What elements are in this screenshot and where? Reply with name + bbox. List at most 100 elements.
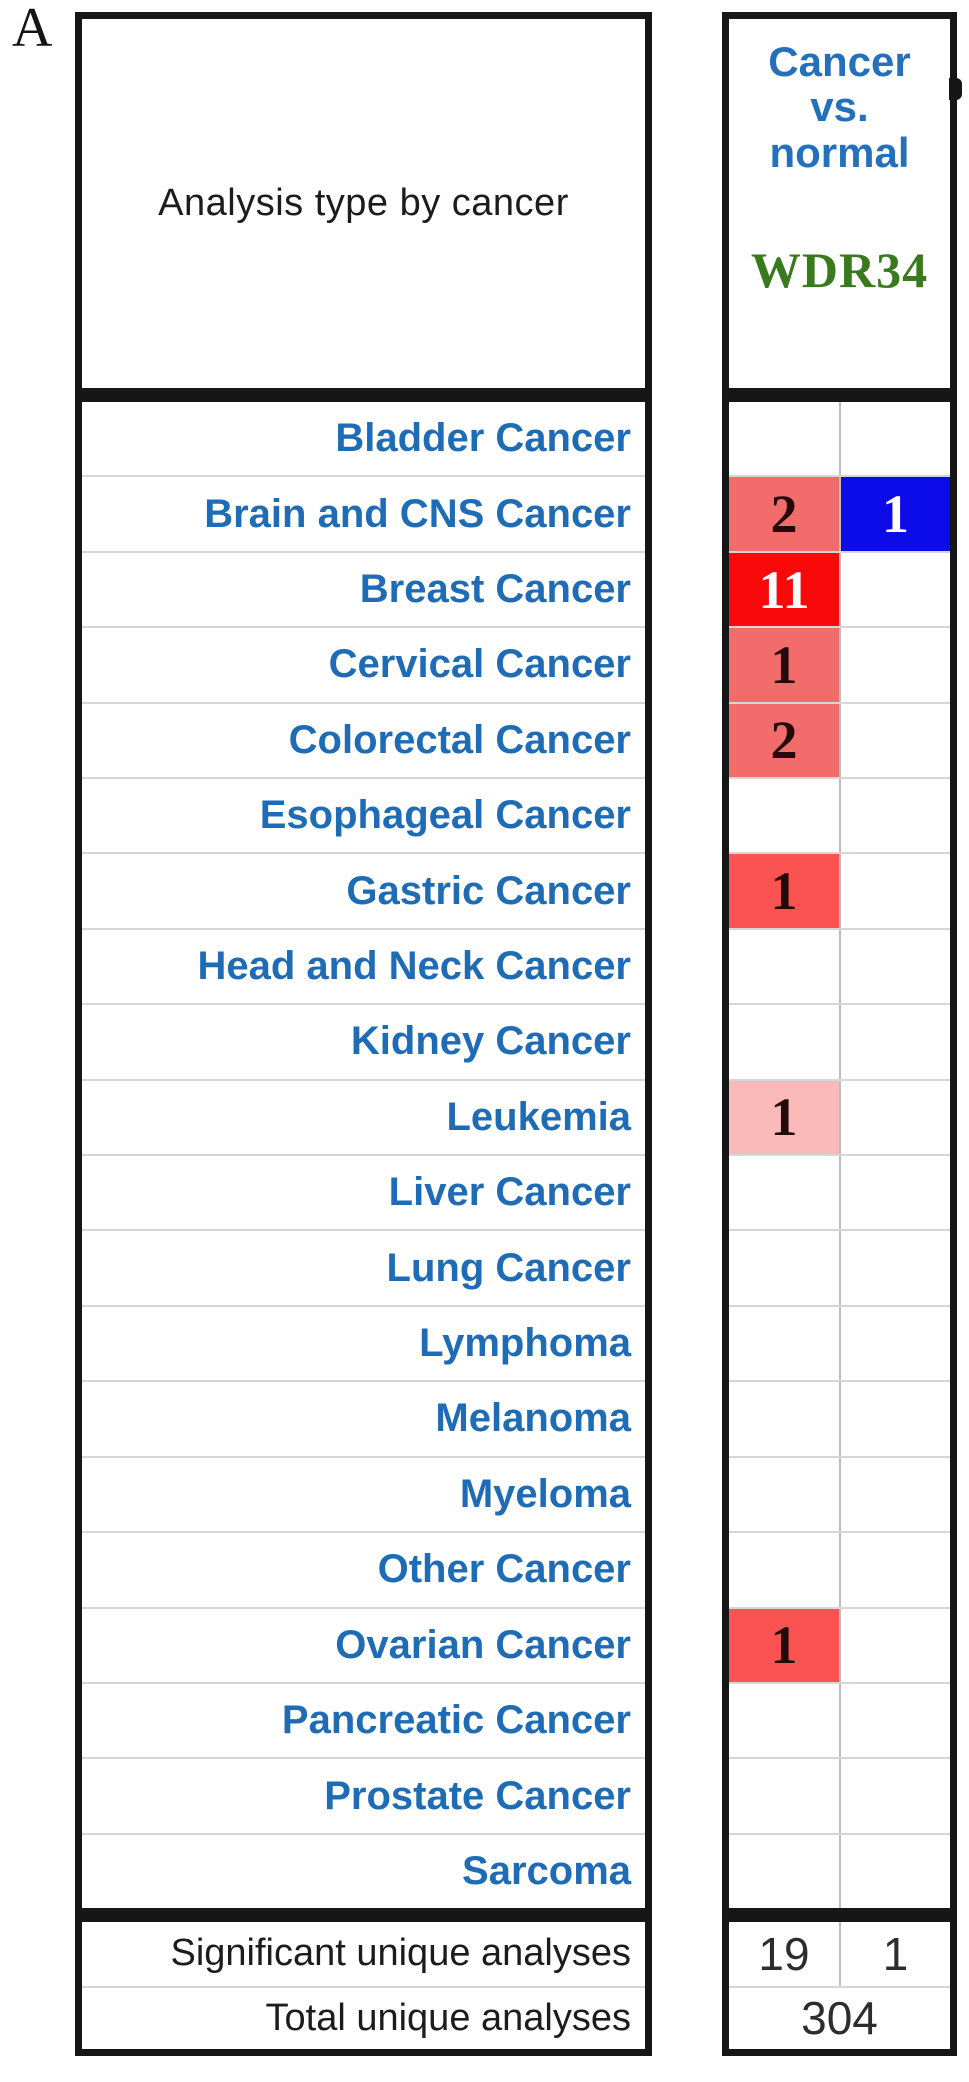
underexpression-cell <box>839 402 950 476</box>
significant-counts-row: 19 1 <box>729 1922 950 1986</box>
underexpression-cell <box>839 929 950 1004</box>
underexpression-cell <box>839 1080 950 1155</box>
cancer-type-label: Pancreatic Cancer <box>281 1698 631 1743</box>
underexpression-cell <box>839 703 950 778</box>
underexpression-cell <box>839 1834 950 1909</box>
overexpression-cell <box>729 1005 839 1078</box>
cancer-type-row: Lymphoma <box>82 1304 645 1380</box>
overexpression-cell: 1 <box>729 854 839 928</box>
cancer-type-label: Lymphoma <box>419 1321 631 1366</box>
summary-labels-box: Significant unique analyses Total unique… <box>75 1915 652 2056</box>
underexpression-cell <box>839 1608 950 1682</box>
significant-down-count: 1 <box>882 1927 909 1980</box>
cancer-type-row: Melanoma <box>82 1380 645 1455</box>
heatmap-row: 1 <box>729 626 950 702</box>
underexpression-cell <box>839 1759 950 1833</box>
cancer-type-row: Breast Cancer <box>82 550 645 626</box>
cancer-type-label: Melanoma <box>435 1396 631 1441</box>
cancer-type-row: Pancreatic Cancer <box>82 1681 645 1757</box>
heatmap-row <box>729 927 950 1004</box>
overexpression-cell <box>729 1684 839 1757</box>
cancer-type-row: Cervical Cancer <box>82 626 645 701</box>
overexpression-cell: 11 <box>729 552 839 627</box>
underexpression-cell <box>839 552 950 627</box>
overexpression-cell: 1 <box>729 628 839 702</box>
cancer-type-label: Colorectal Cancer <box>288 717 631 762</box>
cancer-type-label: Brain and CNS Cancer <box>204 491 631 536</box>
gene-name: WDR34 <box>750 242 929 299</box>
cancer-type-label: Sarcoma <box>462 1848 631 1893</box>
cancer-type-rows: Bladder Cancer Brain and CNS Cancer Breast… <box>82 402 645 1908</box>
heatmap-row: 1 <box>729 1606 950 1682</box>
underexpression-cell <box>839 1306 950 1381</box>
analysis-count: 1 <box>770 861 798 922</box>
overexpression-cell <box>729 779 839 852</box>
heatmap-row <box>729 1531 950 1607</box>
overexpression-cell <box>729 930 839 1003</box>
edge-artifact <box>949 78 962 100</box>
overexpression-cell: 1 <box>729 1608 839 1682</box>
cancer-type-row: Liver Cancer <box>82 1154 645 1229</box>
cancer-type-label: Prostate Cancer <box>324 1773 631 1818</box>
cancer-type-row: Bladder Cancer <box>82 402 645 475</box>
cancer-type-label: Other Cancer <box>377 1547 631 1592</box>
cancer-type-label: Ovarian Cancer <box>335 1622 631 1667</box>
total-analyses-row: Total unique analyses <box>82 1985 645 2050</box>
underexpression-cell <box>839 854 950 928</box>
overexpression-cell <box>729 1458 839 1531</box>
cancer-type-label: Kidney Cancer <box>350 1019 631 1064</box>
cancer-type-row: Esophageal Cancer <box>82 777 645 852</box>
underexpression-cell <box>839 1533 950 1607</box>
analysis-count: 11 <box>758 559 810 620</box>
cancer-type-label: Breast Cancer <box>359 567 631 612</box>
analysis-count: 2 <box>770 710 798 771</box>
underexpression-cell <box>839 1005 950 1079</box>
significant-analyses-label: Significant unique analyses <box>170 1932 631 1975</box>
significant-up-count: 19 <box>758 1927 810 1980</box>
cancer-type-row: Myeloma <box>82 1455 645 1531</box>
cancer-type-row: Prostate Cancer <box>82 1757 645 1832</box>
cancer-type-row: Kidney Cancer <box>82 1003 645 1078</box>
overexpression-cell <box>729 402 839 475</box>
cancer-type-row: Leukemia <box>82 1078 645 1154</box>
total-analyses-label: Total unique analyses <box>265 1996 631 2039</box>
heatmap-row <box>729 1380 950 1456</box>
cancer-type-label: Leukemia <box>446 1094 631 1139</box>
cancer-type-row: Gastric Cancer <box>82 852 645 927</box>
heatmap-row <box>729 777 950 853</box>
analysis-count: 1 <box>770 1087 798 1148</box>
cancer-type-row: Brain and CNS Cancer <box>82 475 645 550</box>
overexpression-cell: 1 <box>729 1080 839 1155</box>
heatmap-row: 1 <box>729 852 950 928</box>
heatmap-row <box>729 1455 950 1532</box>
cancer-type-label: Bladder Cancer <box>335 416 631 461</box>
cancer-type-row: Colorectal Cancer <box>82 701 645 777</box>
significant-up-cell: 19 <box>729 1922 839 1986</box>
cancer-type-row: Lung Cancer <box>82 1229 645 1304</box>
overexpression-cell <box>729 1835 839 1908</box>
analysis-count: 1 <box>770 634 798 695</box>
overexpression-cell <box>729 1231 839 1304</box>
underexpression-cell <box>839 1457 950 1532</box>
cancer-type-row: Ovarian Cancer <box>82 1606 645 1682</box>
panel-letter: A <box>12 0 53 59</box>
analysis-type-header-box: Analysis type by cancer <box>75 12 652 395</box>
overexpression-cell <box>729 1307 839 1380</box>
overexpression-cell <box>729 1533 839 1606</box>
analysis-type-title: Analysis type by cancer <box>158 182 569 224</box>
summary-values-box: 19 1 304 <box>722 1915 957 2056</box>
cancer-type-label: Esophageal Cancer <box>259 793 631 838</box>
underexpression-cell <box>839 1683 950 1758</box>
comparison-header-box: Cancer vs. normal WDR34 <box>722 12 957 395</box>
overexpression-cell: 2 <box>729 477 839 551</box>
underexpression-cell <box>839 1382 950 1456</box>
underexpression-cell <box>839 779 950 853</box>
heatmap-row: 11 <box>729 550 950 627</box>
heatmap-row <box>729 1229 950 1305</box>
cancer-type-list-box: Bladder Cancer Brain and CNS Cancer Breast… <box>75 395 652 1915</box>
cancer-type-row: Other Cancer <box>82 1531 645 1606</box>
cancer-type-label: Myeloma <box>459 1471 631 1516</box>
heatmap-row <box>729 1681 950 1758</box>
